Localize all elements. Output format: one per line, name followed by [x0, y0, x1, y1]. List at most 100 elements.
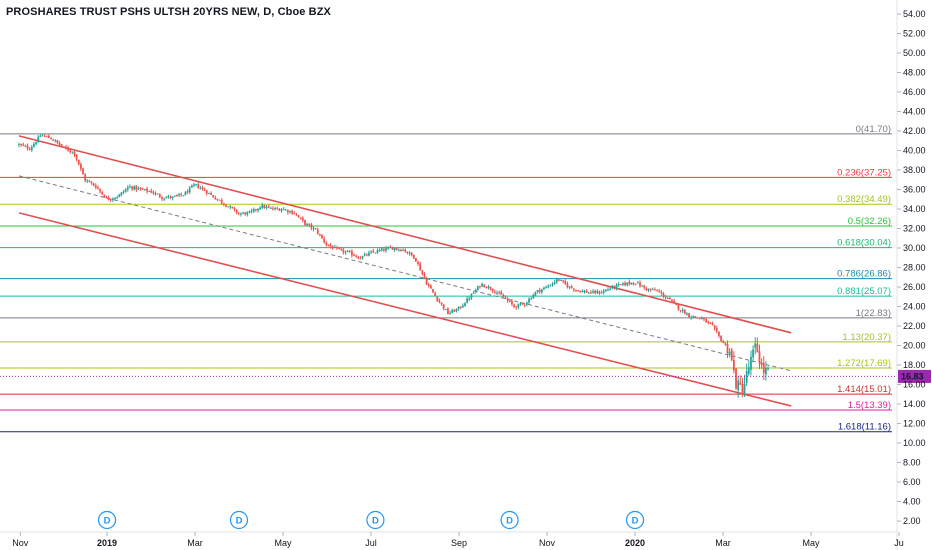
dividend-marker[interactable]: D [229, 510, 249, 530]
candle-body [54, 140, 57, 142]
candle-body [692, 316, 695, 318]
candle-body [688, 312, 690, 318]
candle-body [161, 197, 163, 199]
candle-body [592, 291, 594, 293]
candle-body [718, 331, 720, 336]
time-axis[interactable]: Nov 2019 Mar May Jul Sep Nov 2020 Mar May Ju [12, 532, 904, 548]
candle-body [222, 203, 225, 205]
candle-body [295, 214, 298, 216]
candle-body [357, 256, 360, 259]
candle-body [451, 309, 454, 313]
candle-body [77, 159, 80, 165]
candle-body [432, 289, 434, 293]
price-tick-label: 16.00 [903, 380, 926, 390]
candle-body [404, 249, 407, 252]
candle-body [188, 187, 191, 193]
candle-body [254, 209, 257, 211]
candle-body [229, 206, 232, 208]
candle-body [485, 287, 488, 289]
candle-body [397, 249, 400, 251]
dividend-marker[interactable]: D [625, 510, 645, 530]
candle-body [600, 292, 603, 294]
candle-body [521, 303, 524, 305]
candle-body [583, 291, 586, 293]
candle-body [543, 287, 545, 290]
candle-body [455, 308, 458, 312]
candle-body [590, 292, 592, 294]
dividend-marker[interactable]: D [500, 510, 519, 530]
fib-level-label: 1(22.83) [856, 308, 891, 319]
candle-body [624, 283, 626, 286]
candle-body [278, 208, 281, 211]
candle-body [429, 285, 432, 289]
dividend-marker[interactable]: D [97, 510, 117, 530]
price-tick-label: 50.00 [903, 48, 926, 58]
price-tick-label: 4.00 [903, 497, 921, 507]
candle-body [498, 292, 501, 294]
price-tick-label: 20.00 [903, 341, 926, 351]
candle-body [641, 285, 644, 287]
candle-body [594, 290, 597, 294]
candle-body [308, 223, 311, 225]
time-tick-label: 2020 [625, 538, 645, 548]
price-tick-label: 52.00 [903, 29, 926, 39]
candle-body [715, 328, 718, 332]
fibonacci-retracement[interactable]: 0(41.70) 0.236(37.25) 0.382(34.49) 0.5(32.2… [0, 124, 892, 433]
candle-body [154, 193, 157, 195]
candle-body [84, 174, 87, 181]
time-tick-label: May [802, 538, 820, 548]
candle-body [41, 135, 44, 137]
candle-body [459, 306, 462, 308]
fib-level-label: 1.13(20.37) [842, 332, 891, 343]
candle-body [210, 192, 212, 195]
last-price-badge [898, 369, 931, 383]
candle-body [664, 296, 667, 298]
parallel-channel[interactable] [18, 135, 792, 407]
candle-body [186, 191, 189, 193]
price-axis[interactable]: 54.00 52.00 50.00 48.00 46.00 44.00 42.00 40.00… [897, 9, 926, 526]
candle-body [291, 210, 294, 214]
grid [0, 0, 898, 550]
fib-level-label: 0.236(37.25) [837, 167, 891, 178]
candle-body [109, 199, 112, 201]
candle-body [214, 197, 217, 200]
dividend-marker[interactable]: D [366, 510, 385, 530]
candle-body [193, 184, 195, 186]
candle-body [675, 303, 678, 306]
candle-body [289, 211, 291, 213]
candle-body [760, 362, 763, 365]
candle-body [293, 213, 296, 215]
dividend-marker-label: D [506, 516, 513, 527]
candle-body [372, 250, 375, 253]
candle-body [20, 143, 23, 145]
candle-body [244, 212, 247, 215]
candle-body [99, 188, 101, 192]
candle-body [436, 296, 439, 301]
candle-body [417, 261, 419, 264]
candle-body [698, 317, 701, 319]
candle-body [765, 368, 767, 375]
candle-body [585, 290, 588, 293]
candle-body [235, 209, 238, 213]
candle-body [82, 168, 84, 175]
candle-body [393, 248, 396, 251]
candle-body [178, 194, 180, 196]
candle-body [126, 187, 129, 190]
candle-body [711, 323, 714, 326]
candle-body [517, 303, 520, 308]
candle-body [513, 304, 515, 307]
price-tick-label: 30.00 [903, 243, 926, 253]
candle-body [502, 295, 505, 298]
candle-body [250, 210, 253, 212]
time-tick-label: Mar [187, 538, 203, 548]
candle-body [677, 304, 680, 310]
candle-body [534, 291, 537, 296]
candle-body [148, 190, 151, 192]
candle-body [474, 289, 477, 293]
price-tick-label: 14.00 [903, 399, 926, 409]
candle-body [617, 284, 620, 286]
candle-body [323, 238, 326, 243]
time-tick-label: Ju [894, 538, 904, 548]
